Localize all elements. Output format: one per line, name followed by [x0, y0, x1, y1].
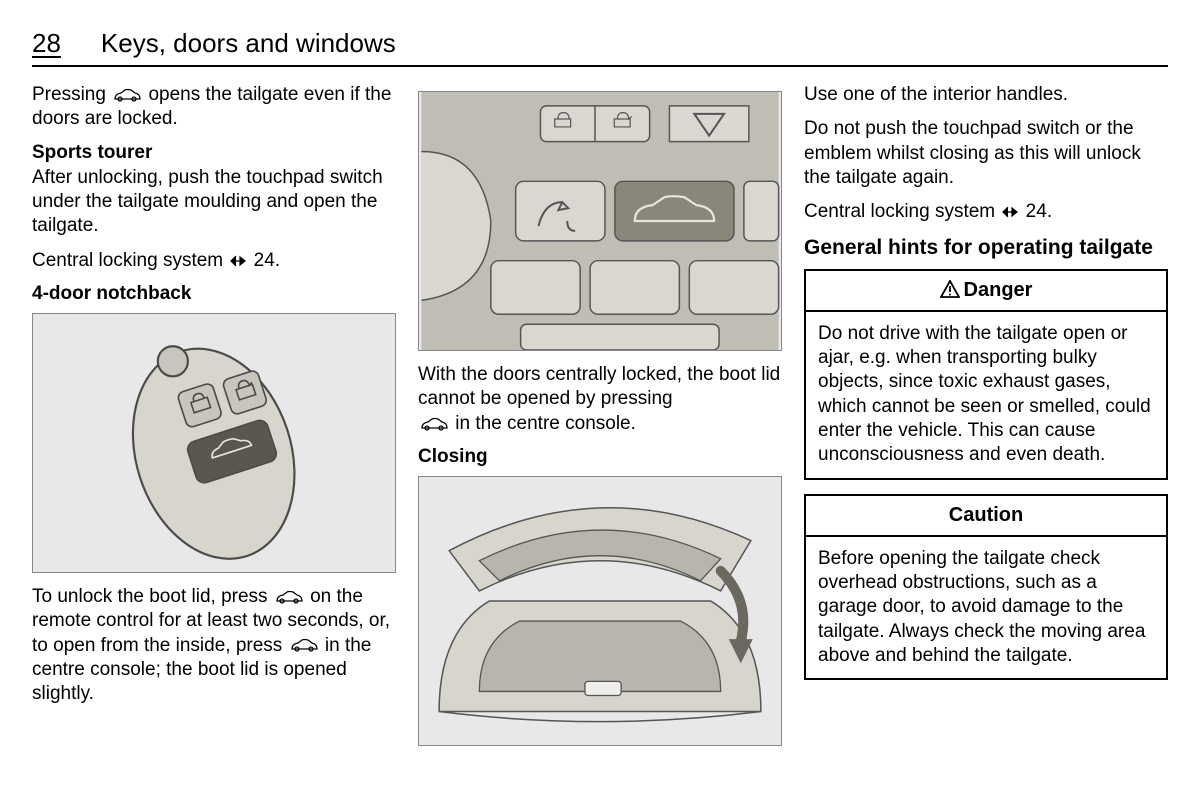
image-centre-console: [418, 91, 782, 351]
col1-para4: To unlock the boot lid, press on the rem…: [32, 585, 396, 707]
page-header: 28 Keys, doors and windows: [32, 28, 1168, 67]
text: With the doors centrally locked, the boo…: [418, 364, 780, 409]
image-key-fob: [32, 313, 396, 573]
column-3: Use one of the interior handles. Do not …: [804, 83, 1168, 758]
col1-para1: Pressing opens the tailgate even if the …: [32, 83, 396, 132]
text: Pressing: [32, 84, 111, 105]
text: in the centre console.: [450, 413, 636, 434]
col2-heading-closing: Closing: [418, 446, 782, 468]
caution-title: Caution: [806, 496, 1166, 537]
content-columns: Pressing opens the tailgate even if the …: [32, 83, 1168, 758]
page-ref-arrow-icon: [230, 254, 246, 268]
text: 24.: [248, 250, 280, 271]
col1-heading-4door: 4-door notchback: [32, 283, 396, 305]
text: Central locking system: [32, 250, 228, 271]
chapter-title: Keys, doors and windows: [101, 28, 396, 59]
text: Central locking system: [804, 201, 1000, 222]
car-boot-icon: [275, 590, 303, 604]
col3-para1: Use one of the interior handles.: [804, 83, 1168, 107]
car-boot-icon: [113, 88, 141, 102]
column-2: With the doors centrally locked, the boo…: [418, 83, 782, 758]
col2-para1: With the doors centrally locked, the boo…: [418, 363, 782, 436]
caution-box: Caution Before opening the tailgate chec…: [804, 494, 1168, 681]
col1-para2: After unlocking, push the touchpad switc…: [32, 166, 396, 239]
danger-title-text: Danger: [964, 279, 1033, 301]
column-1: Pressing opens the tailgate even if the …: [32, 83, 396, 758]
image-tailgate-closing: [418, 476, 782, 746]
danger-body: Do not drive with the tailgate open or a…: [806, 312, 1166, 478]
col3-para3: Central locking system 24.: [804, 200, 1168, 224]
page-ref-arrow-icon: [1002, 205, 1018, 219]
warning-triangle-icon: [940, 280, 960, 298]
car-boot-icon: [420, 417, 448, 431]
console-illustration: [419, 92, 781, 350]
col3-para2: Do not push the touchpad switch or the e…: [804, 117, 1168, 190]
text: To unlock the boot lid, press: [32, 586, 273, 607]
key-fob-illustration: [87, 314, 340, 572]
page-number: 28: [32, 28, 61, 59]
car-boot-icon: [290, 638, 318, 652]
tailgate-illustration: [419, 477, 781, 745]
col1-para3: Central locking system 24.: [32, 249, 396, 273]
col3-heading-general-hints: General hints for operating tailgate: [804, 235, 1168, 261]
col1-heading-sports-tourer: Sports tourer: [32, 142, 396, 164]
caution-body: Before opening the tailgate check overhe…: [806, 537, 1166, 679]
danger-box: Danger Do not drive with the tailgate op…: [804, 269, 1168, 480]
text: 24.: [1020, 201, 1052, 222]
danger-title: Danger: [806, 271, 1166, 312]
